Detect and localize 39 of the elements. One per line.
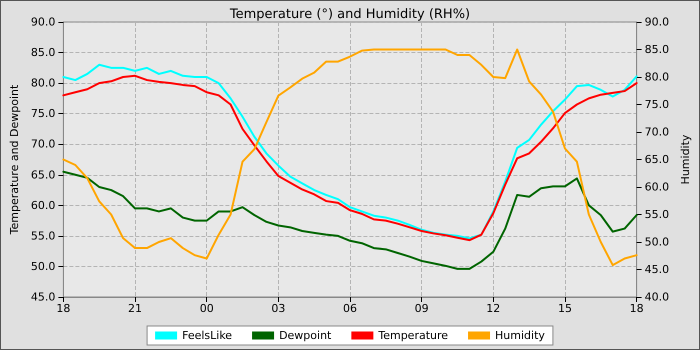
- y2-tick-label: 85.0: [644, 43, 670, 56]
- y2-tick-label: 60.0: [644, 180, 670, 194]
- y2-tick-label: 50.0: [644, 236, 670, 248]
- x-tick-label: 21: [128, 302, 142, 315]
- x-tick-label: 09: [414, 302, 429, 315]
- y-tick-label: 90.0: [30, 16, 56, 28]
- y2-axis-title: Humidity: [679, 134, 692, 184]
- y2-tick-label: 90.0: [644, 16, 670, 28]
- y-tick-label: 50.0: [30, 260, 56, 273]
- y-tick-label: 60.0: [30, 198, 56, 212]
- y-tick-label: 85.0: [30, 46, 56, 60]
- x-tick-label: 03: [271, 302, 286, 315]
- line-series: [62, 170, 638, 270]
- y-tick-label: 55.0: [30, 229, 56, 242]
- x-tick-label: 18: [56, 302, 70, 315]
- x-tick-label: 15: [558, 302, 572, 315]
- legend-label: Dewpoint: [279, 329, 332, 342]
- y-tick-label: 45.0: [30, 290, 56, 304]
- legend-label: Humidity: [495, 329, 546, 342]
- y2-tick-label: 80.0: [644, 70, 670, 84]
- y2-tick-label: 40.0: [644, 290, 670, 304]
- y-axis-title: Temperature and Dewpoint: [8, 84, 21, 236]
- x-tick-label: 00: [200, 302, 214, 315]
- chart-title: Temperature (°) and Humidity (RH%): [228, 7, 470, 22]
- legend-label: FeelsLike: [182, 329, 232, 342]
- legend-label: Temperature: [377, 329, 448, 342]
- x-tick-label: 12: [486, 302, 500, 315]
- x-tick-label: 06: [343, 302, 357, 315]
- y-tick-label: 75.0: [30, 107, 56, 120]
- y2-tick-label: 70.0: [644, 126, 670, 138]
- y2-tick-label: 75.0: [644, 98, 670, 111]
- y-tick-label: 80.0: [30, 76, 56, 90]
- y-tick-label: 65.0: [30, 168, 56, 182]
- y2-tick-label: 45.0: [644, 263, 670, 276]
- line-series: [62, 48, 638, 266]
- y2-tick-label: 55.0: [644, 208, 670, 221]
- y2-tick-label: 65.0: [644, 153, 670, 166]
- y-tick-label: 70.0: [30, 138, 56, 151]
- x-tick-label: 18: [630, 302, 644, 315]
